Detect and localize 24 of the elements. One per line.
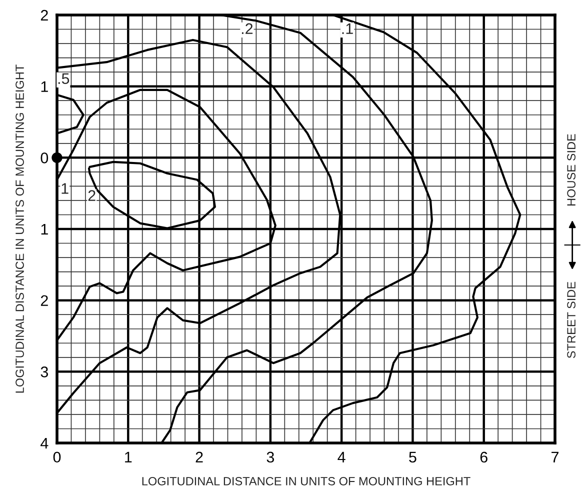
y-axis-title: LOGITUDINAL DISTANCE IN UNITS OF MOUNTING HEIGHT xyxy=(16,64,24,393)
annotation: 2 xyxy=(88,190,96,201)
y-tick-label: 0 xyxy=(40,152,48,164)
x-tick-label: 6 xyxy=(480,452,488,463)
annotation: .1 xyxy=(342,23,353,34)
x-tick-label: 1 xyxy=(125,452,132,462)
x-tick-label: 5 xyxy=(409,452,416,463)
x-axis-title: LOGITUDINAL DISTANCE IN UNITS OF MOUNTING HEIGHT xyxy=(142,477,470,486)
x-tick-label: 0 xyxy=(53,452,61,463)
y-tick-label: 4 xyxy=(40,438,48,449)
y-tick-label: 2 xyxy=(40,295,48,306)
y-tick-label: 3 xyxy=(40,366,48,378)
x-tick-label: 4 xyxy=(338,452,346,462)
text: HOUSE SIDE xyxy=(567,134,576,206)
x-tick-label: 2 xyxy=(196,452,203,462)
x-tick-label: 7 xyxy=(552,452,558,462)
annotation: .2 xyxy=(242,23,253,34)
annotation: .5 xyxy=(58,73,70,84)
annotation: 1 xyxy=(62,183,68,194)
y-tick-label: 1 xyxy=(41,81,48,92)
y-tick-label: 1 xyxy=(41,224,48,235)
x-tick-label: 3 xyxy=(266,452,274,463)
y-tick-label: 2 xyxy=(40,10,48,21)
text: STREET SIDE xyxy=(567,282,576,358)
